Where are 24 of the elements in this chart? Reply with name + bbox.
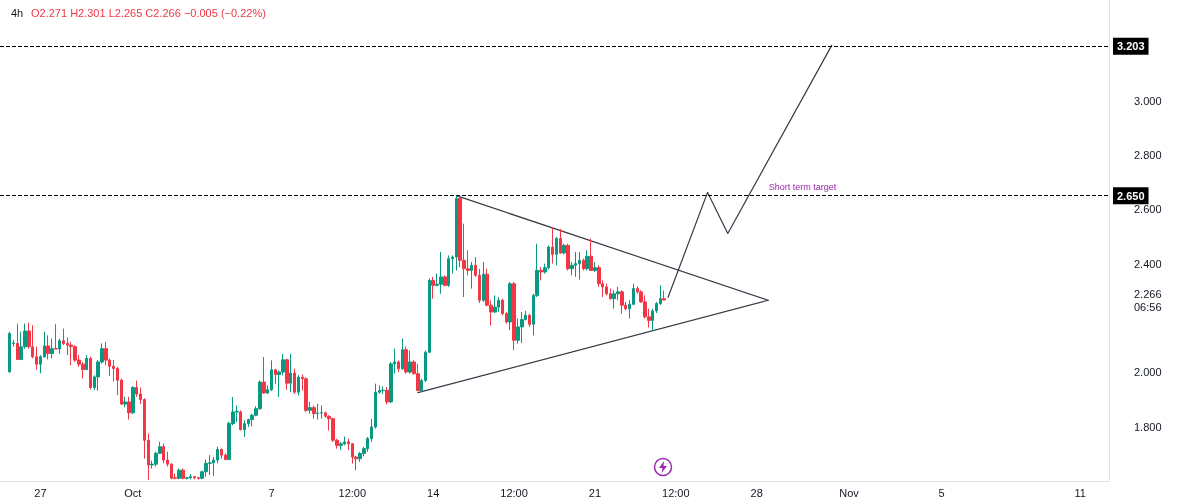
x-tick-label: 12:00 (338, 486, 367, 499)
x-tick-label: 14 (427, 486, 440, 499)
y-tick-label: 3.000 (1134, 94, 1162, 107)
y-tick-label: 2.800 (1134, 148, 1162, 161)
text: O2.271 H2.301 L2.265 C2.266 −0.005 (−0.22%) (31, 6, 266, 19)
x-tick-label: 12:00 (662, 486, 690, 499)
x-tick-label: 12:00 (500, 486, 528, 499)
x-tick-label: 28 (750, 486, 763, 499)
y-tick-label: 2.400 (1134, 257, 1162, 270)
x-tick-label: Oct (124, 486, 142, 499)
x-tick-label: 11 (1074, 486, 1086, 499)
y-tick-label: 1.800 (1134, 420, 1162, 433)
x-tick-label: 21 (588, 486, 602, 499)
ref-line-label: 3.203 (1117, 40, 1145, 53)
x-tick-label: 27 (34, 486, 47, 499)
text: 4h (11, 6, 24, 19)
annotation: Short term target (768, 182, 837, 193)
x-tick-label: 7 (268, 486, 275, 499)
x-tick-label: Nov (839, 486, 860, 499)
y-tick-label: 2.000 (1134, 366, 1162, 379)
ref-line-label: 2.650 (1117, 189, 1145, 202)
y-tick-label: 2.266 06:56 (1134, 287, 1162, 313)
y-tick-label: 2.600 (1134, 203, 1162, 216)
x-tick-label: 5 (938, 486, 945, 499)
